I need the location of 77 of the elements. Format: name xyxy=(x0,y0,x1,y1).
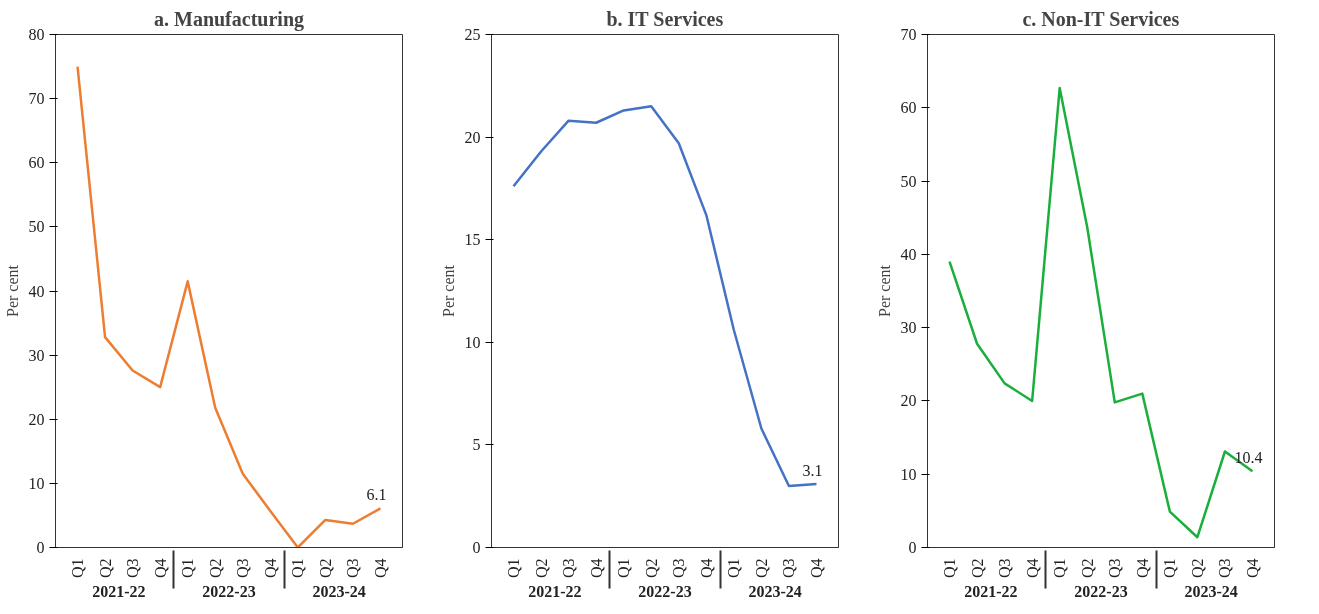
y-tick-label: 30 xyxy=(28,346,45,364)
x-tick-label: Q4 xyxy=(587,558,605,579)
y-tick-label: 60 xyxy=(900,99,917,117)
x-tick-label: Q3 xyxy=(1106,558,1124,579)
y-tick-label: 10 xyxy=(900,465,917,483)
y-tick-label: 50 xyxy=(28,218,45,236)
text: 2021-22 xyxy=(92,583,146,601)
y-tick-label: 80 xyxy=(28,26,45,43)
text: 2022-23 xyxy=(1074,583,1128,601)
x-tick-label: Q1 xyxy=(289,558,307,579)
x-tick-label: Q1 xyxy=(179,558,197,579)
x-tick-label: Q1 xyxy=(615,558,633,579)
y-axis-title: Per cent xyxy=(3,264,21,317)
x-tick-label: Q2 xyxy=(316,558,334,579)
y-tick-label: 0 xyxy=(908,539,917,556)
x-tick-label: Q1 xyxy=(941,558,959,579)
x-tick-label: Q3 xyxy=(996,558,1014,579)
y-tick-label: 10 xyxy=(28,474,45,492)
x-tick-label: Q2 xyxy=(532,558,550,579)
y-axis-title: Per cent xyxy=(875,264,893,317)
y-tick-label: 40 xyxy=(900,245,917,263)
x-tick-label: Q4 xyxy=(261,558,279,579)
x-tick-label: Q4 xyxy=(697,558,715,579)
x-tick-label: Q2 xyxy=(968,558,986,579)
x-tick-label: Q3 xyxy=(1216,558,1234,579)
x-tick-label: Q1 xyxy=(1051,558,1069,579)
x-tick-label: Q3 xyxy=(234,558,252,579)
y-tick-label: 10 xyxy=(464,333,481,351)
data-label: 6.1 xyxy=(366,486,387,504)
x-tick-label: Q3 xyxy=(124,558,142,579)
chart-title: b. IT Services xyxy=(606,7,724,30)
y-tick-label: 0 xyxy=(472,539,481,556)
y-tick-label: 5 xyxy=(472,436,481,454)
y-tick-label: 40 xyxy=(28,282,45,300)
x-tick-label: Q4 xyxy=(371,558,389,579)
text: 2021-22 xyxy=(964,583,1018,601)
y-tick-label: 70 xyxy=(28,90,45,108)
y-tick-label: 20 xyxy=(464,128,481,146)
x-tick-label: Q3 xyxy=(670,558,688,579)
y-tick-label: 15 xyxy=(464,231,481,249)
y-tick-label: 20 xyxy=(900,392,917,410)
x-tick-label: Q1 xyxy=(725,558,743,579)
data-label: 10.4 xyxy=(1234,449,1263,467)
y-axis-title: Per cent xyxy=(439,264,457,317)
x-tick-label: Q2 xyxy=(642,558,660,579)
y-tick-label: 50 xyxy=(900,172,917,190)
text: 2022-23 xyxy=(638,583,692,601)
data-label: 3.1 xyxy=(802,461,823,479)
text: 2023-24 xyxy=(312,583,366,601)
x-tick-label: Q1 xyxy=(1161,558,1179,579)
x-tick-label: Q3 xyxy=(780,558,798,579)
text: 2022-23 xyxy=(202,583,256,601)
x-tick-label: Q3 xyxy=(344,558,362,579)
chart-title: a. Manufacturing xyxy=(154,7,304,31)
y-tick-label: 60 xyxy=(28,154,45,172)
x-tick-label: Q4 xyxy=(1023,558,1041,579)
x-tick-label: Q2 xyxy=(1188,558,1206,579)
y-tick-label: 70 xyxy=(900,26,917,43)
y-tick-label: 20 xyxy=(28,410,45,428)
y-tick-label: 25 xyxy=(464,26,481,43)
x-tick-label: Q4 xyxy=(151,558,169,579)
x-tick-label: Q4 xyxy=(807,558,825,579)
text: 2021-22 xyxy=(528,583,582,601)
y-tick-label: 0 xyxy=(36,539,45,556)
x-tick-label: Q2 xyxy=(206,558,224,579)
x-tick-label: Q1 xyxy=(69,558,87,579)
text: 2023-24 xyxy=(748,583,802,601)
x-tick-label: Q4 xyxy=(1133,558,1151,579)
text: 2023-24 xyxy=(1184,583,1238,601)
x-tick-label: Q2 xyxy=(752,558,770,579)
y-tick-label: 30 xyxy=(900,319,917,337)
x-tick-label: Q3 xyxy=(560,558,578,579)
chart-title: c. Non-IT Services xyxy=(1022,7,1180,30)
x-tick-label: Q1 xyxy=(505,558,523,579)
x-tick-label: Q2 xyxy=(1078,558,1096,579)
x-tick-label: Q2 xyxy=(96,558,114,579)
x-tick-label: Q4 xyxy=(1243,558,1261,579)
